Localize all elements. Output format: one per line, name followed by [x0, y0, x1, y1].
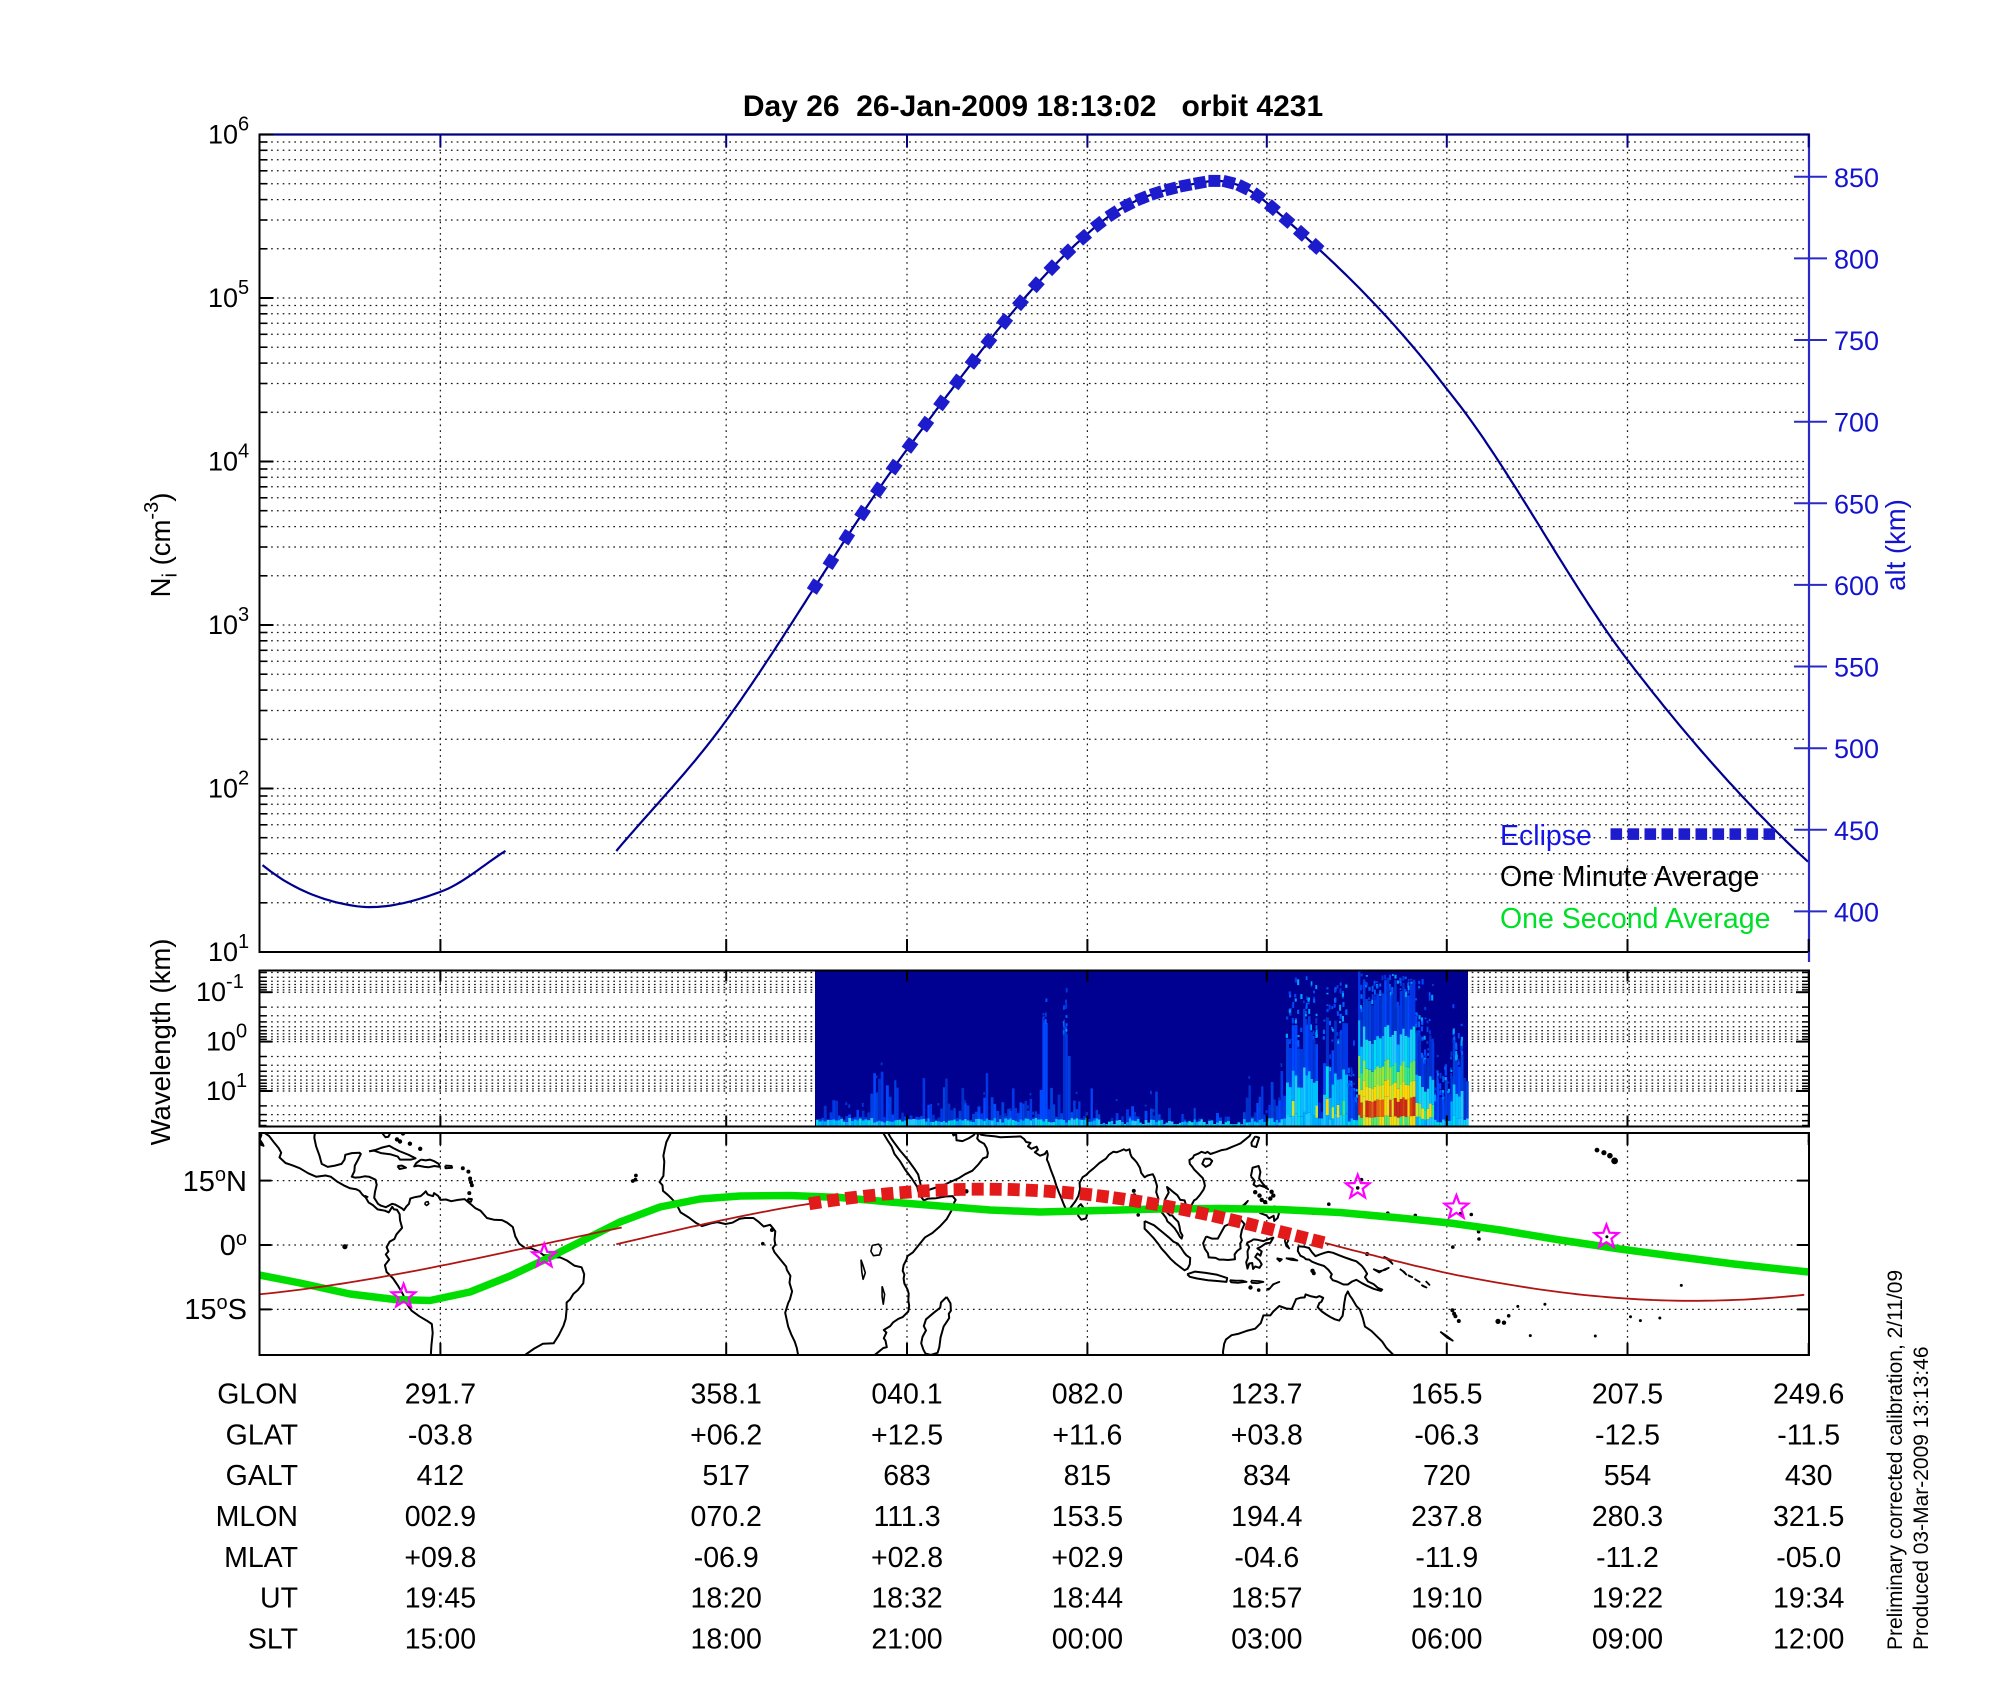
svg-text:03:00: 03:00: [1231, 1623, 1302, 1655]
svg-text:280.3: 280.3: [1592, 1501, 1663, 1533]
svg-text:12:00: 12:00: [1773, 1623, 1844, 1655]
svg-text:070.2: 070.2: [691, 1501, 762, 1533]
svg-text:700: 700: [1834, 408, 1879, 438]
svg-text:165.5: 165.5: [1411, 1379, 1482, 1411]
svg-text:+11.6: +11.6: [1052, 1419, 1122, 1451]
svg-text:MLON: MLON: [216, 1501, 298, 1533]
svg-text:15oN: 15oN: [183, 1164, 247, 1198]
svg-text:750: 750: [1834, 326, 1879, 356]
svg-text:517: 517: [702, 1460, 750, 1492]
svg-text:111.3: 111.3: [873, 1501, 940, 1533]
svg-text:UT: UT: [260, 1583, 298, 1615]
svg-text:Preliminary corrected calibrat: Preliminary corrected calibration, 2/11/…: [1884, 1270, 1907, 1650]
svg-text:06:00: 06:00: [1411, 1623, 1482, 1655]
svg-text:GLAT: GLAT: [226, 1419, 298, 1451]
svg-text:400: 400: [1834, 897, 1879, 927]
svg-text:-11.5: -11.5: [1777, 1419, 1840, 1451]
svg-text:19:34: 19:34: [1773, 1583, 1844, 1615]
svg-text:850: 850: [1834, 163, 1879, 193]
svg-text:+02.9: +02.9: [1051, 1542, 1123, 1574]
svg-text:321.5: 321.5: [1773, 1501, 1844, 1533]
svg-text:291.7: 291.7: [405, 1379, 476, 1411]
svg-text:One Second Average: One Second Average: [1500, 903, 1770, 935]
svg-text:00:00: 00:00: [1052, 1623, 1123, 1655]
svg-text:18:57: 18:57: [1231, 1583, 1302, 1615]
svg-text:15oS: 15oS: [184, 1292, 247, 1326]
svg-text:Produced 03-Mar-2009 13:13:46: Produced 03-Mar-2009 13:13:46: [1910, 1346, 1933, 1650]
svg-text:Eclipse: Eclipse: [1500, 820, 1592, 852]
svg-text:-03.8: -03.8: [408, 1419, 473, 1451]
svg-text:+06.2: +06.2: [690, 1419, 762, 1451]
svg-text:412: 412: [417, 1460, 465, 1492]
svg-text:207.5: 207.5: [1592, 1379, 1663, 1411]
svg-text:SLT: SLT: [248, 1623, 298, 1655]
svg-text:082.0: 082.0: [1052, 1379, 1123, 1411]
svg-text:+09.8: +09.8: [404, 1542, 476, 1574]
svg-text:19:22: 19:22: [1592, 1583, 1663, 1615]
svg-text:815: 815: [1064, 1460, 1112, 1492]
svg-text:358.1: 358.1: [691, 1379, 762, 1411]
svg-text:-05.0: -05.0: [1776, 1542, 1841, 1574]
svg-text:123.7: 123.7: [1231, 1379, 1302, 1411]
svg-text:GLON: GLON: [217, 1379, 298, 1411]
svg-text:+12.5: +12.5: [871, 1419, 943, 1451]
svg-text:800: 800: [1834, 244, 1879, 274]
svg-text:237.8: 237.8: [1411, 1501, 1482, 1533]
svg-text:101: 101: [206, 1070, 247, 1106]
svg-text:+03.8: +03.8: [1231, 1419, 1303, 1451]
svg-text:-04.6: -04.6: [1234, 1542, 1299, 1574]
svg-text:19:45: 19:45: [405, 1583, 476, 1615]
svg-text:650: 650: [1834, 489, 1879, 519]
svg-text:-06.9: -06.9: [694, 1542, 759, 1574]
svg-text:600: 600: [1834, 571, 1879, 601]
svg-text:430: 430: [1785, 1460, 1833, 1492]
svg-text:-11.2: -11.2: [1596, 1542, 1659, 1574]
svg-text:15:00: 15:00: [405, 1623, 476, 1655]
svg-text:249.6: 249.6: [1773, 1379, 1844, 1411]
svg-text:+02.8: +02.8: [871, 1542, 943, 1574]
svg-text:834: 834: [1243, 1460, 1291, 1492]
svg-text:Wavelength (km): Wavelength (km): [145, 939, 176, 1146]
svg-text:18:44: 18:44: [1052, 1583, 1123, 1615]
svg-text:550: 550: [1834, 653, 1879, 683]
svg-text:683: 683: [883, 1460, 931, 1492]
svg-text:One Minute Average: One Minute Average: [1500, 861, 1759, 893]
svg-text:18:20: 18:20: [691, 1583, 762, 1615]
svg-text:554: 554: [1604, 1460, 1652, 1492]
svg-text:-06.3: -06.3: [1414, 1419, 1479, 1451]
svg-text:09:00: 09:00: [1592, 1623, 1663, 1655]
svg-text:002.9: 002.9: [405, 1501, 476, 1533]
svg-text:194.4: 194.4: [1231, 1501, 1302, 1533]
svg-text:153.5: 153.5: [1052, 1501, 1123, 1533]
svg-text:500: 500: [1834, 734, 1879, 764]
svg-text:18:32: 18:32: [871, 1583, 942, 1615]
svg-text:Ni (cm-3): Ni (cm-3): [141, 493, 182, 598]
svg-text:19:10: 19:10: [1411, 1583, 1482, 1615]
svg-text:-11.9: -11.9: [1415, 1542, 1478, 1574]
svg-text:18:00: 18:00: [691, 1623, 762, 1655]
svg-text:alt (km): alt (km): [1880, 499, 1911, 591]
svg-text:720: 720: [1423, 1460, 1471, 1492]
svg-text:21:00: 21:00: [871, 1623, 942, 1655]
svg-text:MLAT: MLAT: [224, 1542, 298, 1574]
svg-text:Day 26 26-Jan-2009 18:13:02: Day 26 26-Jan-2009 18:13:02 orbit 4231: [743, 90, 1323, 123]
svg-text:-12.5: -12.5: [1595, 1419, 1660, 1451]
svg-text:450: 450: [1834, 816, 1879, 846]
svg-text:GALT: GALT: [226, 1460, 298, 1492]
svg-text:040.1: 040.1: [871, 1379, 942, 1411]
